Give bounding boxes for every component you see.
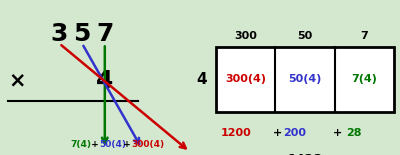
Text: +: +: [120, 140, 134, 149]
Text: ×: ×: [8, 71, 26, 91]
Text: 7: 7: [96, 22, 114, 46]
Text: 7(4): 7(4): [70, 140, 91, 149]
Text: 7: 7: [360, 31, 368, 41]
Text: 3: 3: [50, 22, 68, 46]
Text: 300(4): 300(4): [131, 140, 164, 149]
Bar: [216, 46, 394, 112]
Text: 28: 28: [346, 128, 362, 138]
Text: +: +: [88, 140, 102, 149]
Text: 4: 4: [196, 72, 207, 86]
Text: 200: 200: [284, 128, 306, 138]
Text: 300: 300: [234, 31, 257, 41]
Text: 7(4): 7(4): [351, 74, 377, 84]
Text: 5: 5: [73, 22, 91, 46]
Text: 50(4): 50(4): [288, 74, 322, 84]
Bar: [216, 46, 394, 112]
Text: +: +: [273, 128, 282, 138]
Text: 300(4): 300(4): [225, 74, 266, 84]
Text: 1200: 1200: [220, 128, 251, 138]
Text: 1428: 1428: [288, 153, 322, 155]
Text: 50(4): 50(4): [99, 140, 126, 149]
Text: 4: 4: [96, 69, 114, 93]
Text: 50: 50: [297, 31, 313, 41]
Text: +: +: [333, 128, 342, 138]
